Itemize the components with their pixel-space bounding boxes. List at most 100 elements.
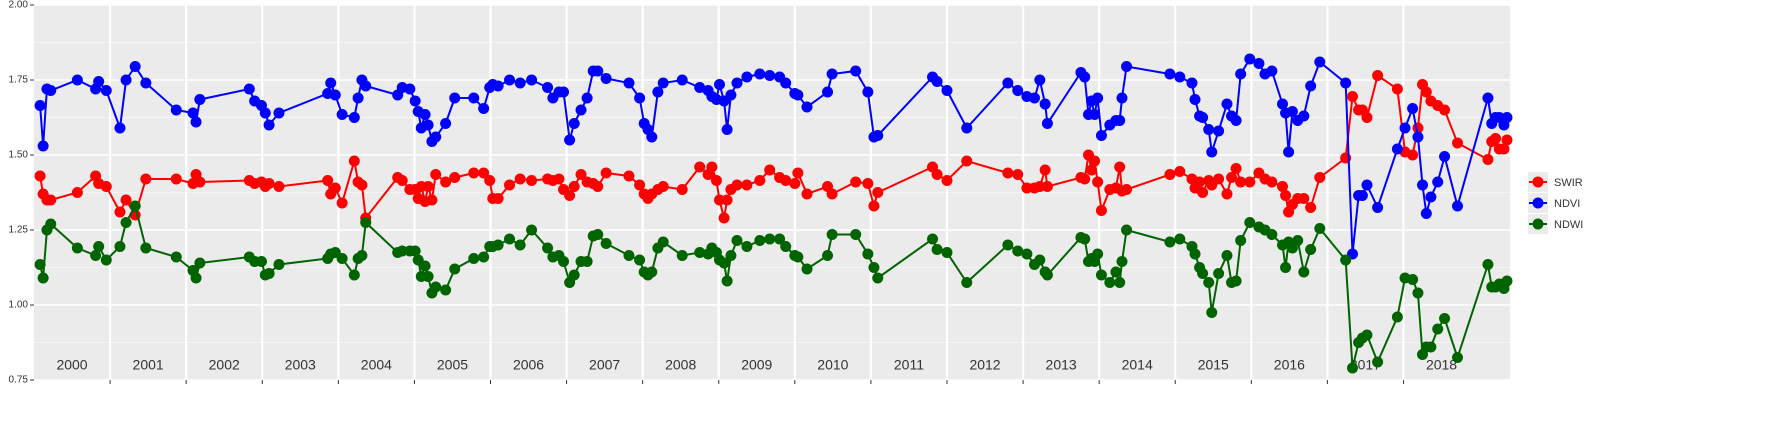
data-point — [449, 172, 461, 183]
data-point — [1034, 254, 1046, 266]
data-point — [1235, 235, 1247, 246]
data-point — [100, 254, 112, 266]
data-point — [822, 250, 834, 261]
data-point — [725, 250, 737, 261]
data-point — [1012, 245, 1024, 257]
data-point — [718, 212, 730, 224]
data-point — [764, 164, 776, 176]
data-point — [1186, 77, 1198, 89]
data-point — [1230, 163, 1242, 174]
data-point — [780, 175, 792, 186]
data-point — [1372, 202, 1384, 213]
data-point — [731, 77, 743, 89]
data-point — [1391, 311, 1403, 323]
data-point — [826, 229, 838, 240]
data-point — [114, 241, 126, 252]
data-point — [1347, 91, 1359, 102]
data-point — [440, 176, 452, 188]
data-point — [1277, 181, 1289, 192]
data-point — [120, 194, 132, 206]
data-point — [194, 257, 206, 269]
data-point — [1407, 149, 1419, 161]
data-point — [1286, 106, 1298, 117]
data-point — [468, 167, 480, 179]
x-tick-label: 2011 — [894, 357, 924, 373]
data-point — [1174, 71, 1186, 83]
data-point — [592, 181, 604, 192]
data-point — [792, 89, 804, 101]
data-point — [504, 74, 516, 86]
data-point — [114, 206, 126, 218]
data-point — [741, 241, 753, 252]
data-point — [526, 224, 538, 236]
data-point — [1021, 248, 1033, 260]
data-point — [170, 104, 182, 116]
data-point — [1277, 98, 1289, 110]
data-point — [187, 107, 199, 119]
data-point — [1079, 71, 1091, 83]
data-point — [1244, 217, 1256, 228]
data-point — [741, 71, 753, 83]
data-point — [1041, 118, 1053, 129]
data-point — [1189, 94, 1201, 105]
data-point — [1501, 112, 1513, 123]
data-point — [676, 184, 688, 195]
data-point — [1221, 250, 1233, 261]
data-point — [652, 86, 664, 98]
data-point — [1095, 269, 1107, 281]
data-point — [190, 116, 202, 128]
data-point — [430, 169, 442, 180]
data-point — [1372, 70, 1384, 81]
data-point — [1244, 176, 1256, 188]
data-point — [1439, 151, 1451, 162]
data-point — [1121, 184, 1133, 195]
data-point — [1412, 131, 1424, 143]
data-point — [931, 244, 943, 255]
data-point — [1482, 92, 1494, 104]
data-point — [575, 104, 587, 116]
data-point — [1116, 256, 1128, 267]
data-point — [1439, 104, 1451, 116]
data-point — [1347, 362, 1359, 374]
x-tick-label: 2012 — [969, 357, 1000, 373]
data-point — [348, 155, 360, 167]
data-point — [1399, 122, 1411, 134]
data-point — [1041, 269, 1053, 281]
data-point — [1235, 68, 1247, 80]
data-point — [1452, 352, 1464, 363]
data-point — [259, 107, 271, 119]
data-point — [325, 77, 337, 89]
data-point — [34, 259, 46, 270]
x-tick-label: 2000 — [56, 357, 87, 373]
data-point — [129, 200, 141, 212]
x-tick-label: 2014 — [1122, 357, 1153, 373]
data-point — [1407, 274, 1419, 285]
data-point — [352, 92, 364, 104]
data-point — [1340, 254, 1352, 266]
data-point — [449, 263, 461, 275]
data-point — [850, 229, 862, 240]
data-point — [1164, 169, 1176, 180]
data-point — [336, 197, 348, 209]
data-point — [1034, 181, 1046, 192]
data-point — [694, 247, 706, 258]
data-point — [1417, 179, 1429, 191]
data-point — [714, 79, 726, 90]
data-point — [592, 65, 604, 77]
data-point — [634, 254, 646, 266]
data-point — [754, 68, 766, 80]
x-tick-label: 2007 — [589, 357, 620, 373]
data-point — [93, 241, 105, 252]
legend-point — [1532, 197, 1544, 209]
data-point — [114, 122, 126, 134]
x-tick-label: 2005 — [437, 357, 468, 373]
y-tick-label: 1.75 — [9, 75, 29, 86]
data-point — [731, 235, 743, 246]
data-point — [1189, 248, 1201, 260]
data-point — [419, 260, 431, 272]
data-point — [623, 77, 635, 89]
data-point — [273, 181, 285, 192]
data-point — [360, 217, 372, 228]
data-point — [718, 257, 730, 269]
data-point — [426, 194, 438, 206]
